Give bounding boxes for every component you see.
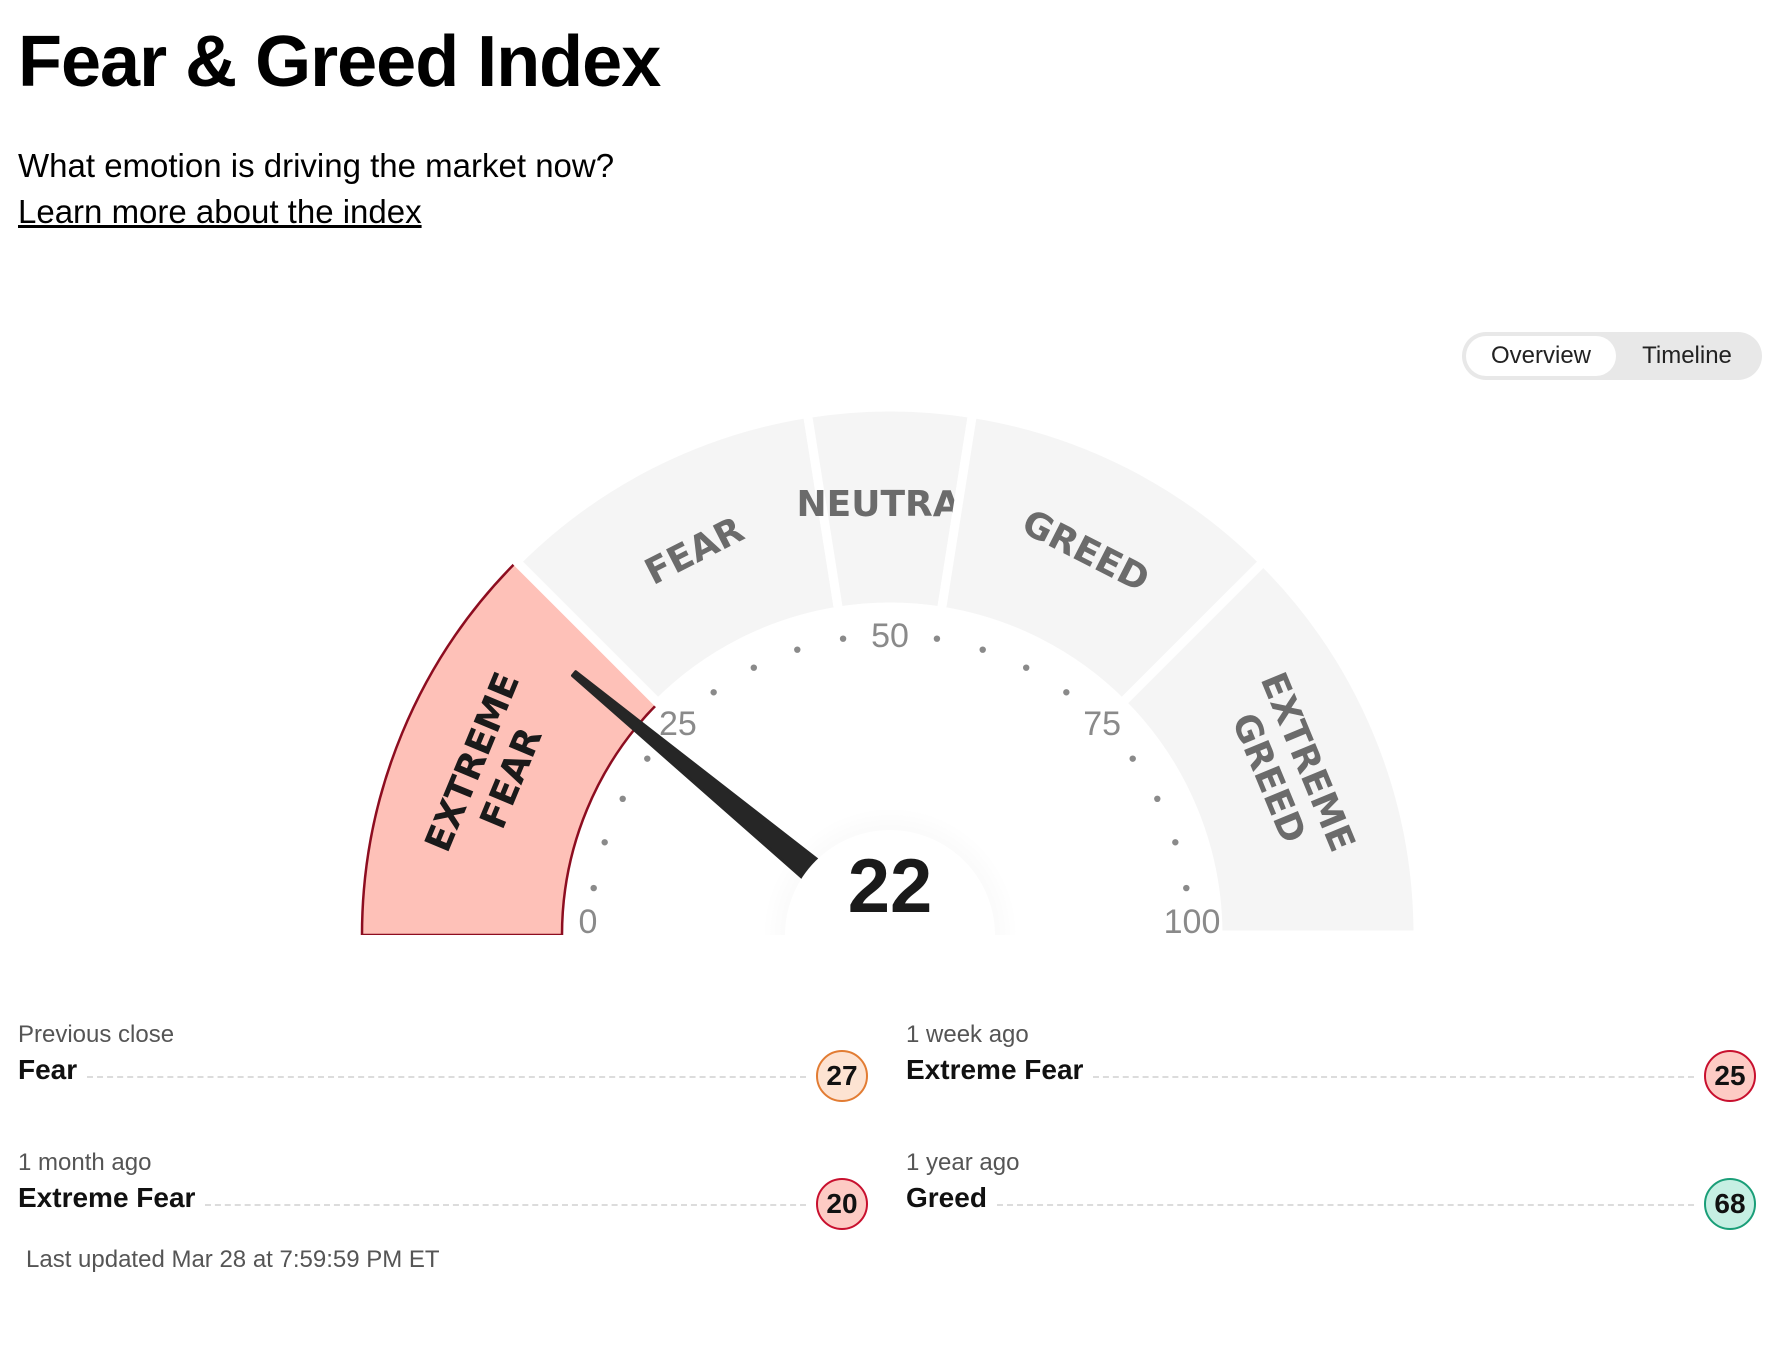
history-stat: 1 month ago Extreme Fear 20 xyxy=(18,1148,868,1258)
gauge-tick-0: 0 xyxy=(579,903,598,941)
gauge-value: 22 xyxy=(848,844,933,929)
gauge-dot xyxy=(619,795,626,803)
history-row: Extreme Fear 25 xyxy=(906,1050,1756,1102)
history-stat: Previous close Fear 27 xyxy=(18,1020,868,1130)
history-row: Fear 27 xyxy=(18,1050,868,1102)
gauge-dot xyxy=(590,884,597,892)
gauge-dot xyxy=(710,689,717,696)
dotted-leader xyxy=(87,1076,806,1078)
history-rating: Extreme Fear xyxy=(906,1054,1084,1085)
history-period-label: 1 year ago xyxy=(906,1149,1020,1176)
history-value-badge: 20 xyxy=(816,1178,868,1230)
history-value-badge: 25 xyxy=(1704,1050,1756,1102)
history-row: Greed 68 xyxy=(906,1178,1756,1230)
gauge-dot xyxy=(1183,884,1190,892)
gauge-dot xyxy=(794,646,801,653)
history-stat: 1 week ago Extreme Fear 25 xyxy=(906,1020,1756,1130)
gauge-dot xyxy=(1022,664,1030,671)
page-title: Fear & Greed Index xyxy=(18,22,661,102)
gauge-dot xyxy=(1129,755,1136,762)
history-row: Extreme Fear 20 xyxy=(18,1178,868,1230)
gauge-tick-100: 100 xyxy=(1164,903,1221,941)
dotted-leader xyxy=(205,1204,806,1206)
history-period-label: 1 week ago xyxy=(906,1021,1029,1048)
gauge-dot xyxy=(933,635,941,642)
gauge-dot xyxy=(1063,689,1070,696)
gauge-dot xyxy=(1154,795,1161,803)
view-toggle: Overview Timeline xyxy=(1462,332,1762,380)
history-rating: Extreme Fear xyxy=(18,1182,196,1213)
gauge-tick-50: 50 xyxy=(871,617,909,655)
gauge-dot xyxy=(979,646,986,653)
page-subtitle: What emotion is driving the market now? xyxy=(18,147,615,184)
timeline-tab[interactable]: Timeline xyxy=(1642,342,1732,369)
gauge-tick-25: 25 xyxy=(659,705,697,743)
gauge-tick-75: 75 xyxy=(1083,705,1121,743)
history-rating: Fear xyxy=(18,1054,78,1085)
last-updated: Last updated Mar 28 at 7:59:59 PM ET xyxy=(26,1246,440,1273)
overview-tab[interactable]: Overview xyxy=(1466,336,1616,376)
dotted-leader xyxy=(1093,1076,1694,1078)
history-stat: 1 year ago Greed 68 xyxy=(906,1148,1756,1258)
history-value-badge: 68 xyxy=(1704,1178,1756,1230)
dotted-leader xyxy=(996,1204,1694,1206)
history-rating: Greed xyxy=(906,1182,987,1213)
gauge-dot xyxy=(750,664,758,671)
history-value-badge: 27 xyxy=(816,1050,868,1102)
gauge-dot xyxy=(601,839,608,846)
history-period-label: Previous close xyxy=(18,1021,175,1048)
gauge-dot xyxy=(644,755,651,762)
history-period-label: 1 month ago xyxy=(18,1149,152,1176)
gauge-dot xyxy=(839,635,847,642)
gauge-dot xyxy=(1172,839,1179,846)
gauge-segment-extreme-greed xyxy=(1117,557,1423,940)
gauge-needle xyxy=(570,670,826,886)
learn-more-link[interactable]: Learn more about the index xyxy=(18,193,422,230)
